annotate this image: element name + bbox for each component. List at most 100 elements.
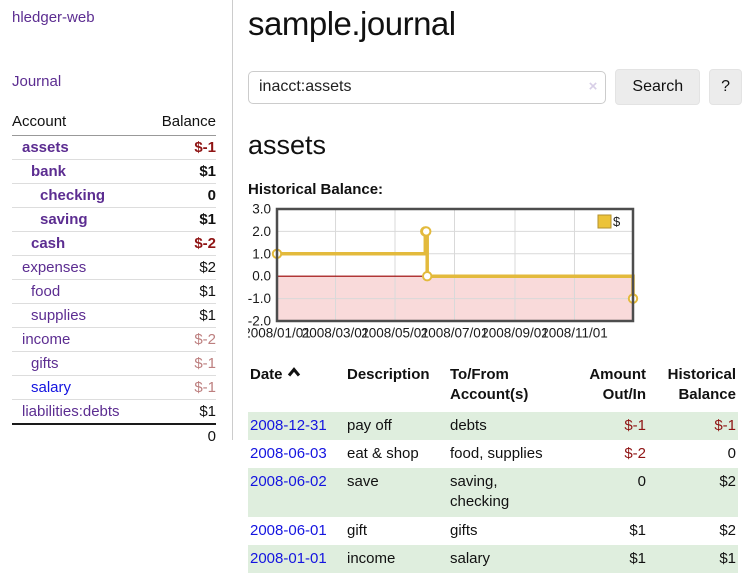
y-tick-label: 3.0: [252, 203, 271, 217]
account-row: assets $-1: [12, 135, 216, 160]
accounts-header-row: Account Balance: [12, 111, 216, 136]
account-row: income $-2: [12, 327, 216, 352]
register-header-balance: Historical Balance: [667, 366, 736, 404]
register-accounts-cell: debts: [450, 416, 487, 434]
y-tick-label: 1.0: [252, 246, 271, 261]
account-link[interactable]: expenses: [22, 259, 87, 276]
account-link[interactable]: gifts: [31, 355, 59, 372]
register-date-link[interactable]: 2008-06-02: [250, 473, 327, 490]
clear-search-icon[interactable]: ×: [588, 77, 598, 95]
register-date-cell: 2008-12-31: [248, 412, 345, 440]
register-amount-cell: $1: [629, 549, 646, 567]
register-date-link[interactable]: 2008-06-01: [250, 521, 327, 539]
accounts-table: Account Balance assets $-1 bank $1 checking 0…: [12, 111, 216, 448]
account-link[interactable]: bank: [31, 163, 67, 180]
register-accounts-cell: saving, checking: [450, 473, 510, 511]
search-input[interactable]: [248, 70, 607, 104]
accounts-header-balance: Balance: [147, 111, 216, 136]
register-amount-cell: $-2: [624, 444, 646, 462]
register-header-description: Description: [347, 366, 430, 383]
account-balance: 0: [147, 183, 216, 208]
register-date-cell: 2008-06-01: [248, 517, 345, 545]
account-row: cash $-2: [12, 231, 216, 256]
sidebar-item-journal[interactable]: Journal: [12, 73, 62, 90]
account-heading: assets: [248, 130, 327, 160]
accounts-header-account: Account: [12, 111, 148, 136]
x-tick-label: 2008/09/01: [481, 326, 549, 341]
register-row: 2008-06-03 eat & shop food, supplies $-2 0: [248, 440, 738, 468]
account-balance: $1: [147, 399, 216, 425]
sidebar: hledger-web Journal Account Balance asse…: [0, 0, 233, 448]
account-link[interactable]: food: [31, 283, 61, 300]
search-box: ×: [248, 70, 607, 104]
accounts-total-value: 0: [147, 423, 216, 448]
x-tick-label: 2008/07/01: [421, 326, 489, 341]
account-link[interactable]: income: [22, 331, 71, 348]
legend-swatch: [597, 214, 612, 229]
x-tick-label: 2008/05/01: [361, 326, 429, 341]
register-description-cell: eat & shop: [347, 444, 419, 462]
chart-svg: 3.0 2.0 1.0 0.0 -1.0 -2.02008/01/012008/03/01…: [243, 202, 639, 341]
account-balance: $-2: [147, 327, 216, 352]
register-date-link[interactable]: 2008-01-01: [250, 549, 327, 567]
register-balance-cell: $2: [719, 473, 736, 490]
account-balance: $1: [147, 279, 216, 304]
register-amount-cell: 0: [637, 473, 646, 490]
y-tick-label: -1.0: [248, 291, 271, 306]
main-content: sample.journal × Search ? assets Histori…: [233, 0, 742, 582]
register-accounts-cell: salary: [450, 549, 491, 567]
accounts-total-spacer: [12, 423, 148, 448]
historical-balance-chart: 3.0 2.0 1.0 0.0 -1.0 -2.0 2008/01/01 2008/03/01…: [243, 202, 742, 350]
register-date-link[interactable]: 2008-12-31: [250, 416, 327, 434]
register-row: 2008-06-01 gift gifts $1 $2: [248, 517, 738, 545]
account-row: expenses $2: [12, 255, 216, 280]
register-table-body: 2008-12-31 pay off debts $-1 $-1 2008-06-03 ea…: [248, 411, 738, 573]
register-date-cell: 2008-01-01: [248, 545, 345, 573]
legend-label: $: [613, 214, 621, 229]
register-date-cell: 2008-06-02: [248, 468, 345, 517]
register-header-accounts: To/From Account(s): [450, 366, 529, 404]
account-link[interactable]: saving: [40, 211, 88, 228]
account-balance: $1: [147, 207, 216, 232]
accounts-total-row: 0: [12, 423, 216, 448]
x-tick-label: 2008/11/01: [541, 326, 608, 341]
register-table: Date Description To/From Account(s) Amou…: [248, 363, 738, 573]
page-title: sample.journal: [248, 5, 456, 42]
account-row: food $1: [12, 279, 216, 304]
search-form: × Search ?: [248, 69, 742, 105]
register-date-cell: 2008-06-03: [248, 440, 345, 468]
account-balance: $-1: [147, 351, 216, 376]
register-balance-cell: $2: [719, 521, 736, 539]
register-balance-cell: 0: [727, 444, 736, 462]
register-description-cell: income: [347, 549, 396, 567]
account-balance: $-1: [147, 375, 216, 400]
account-link[interactable]: checking: [40, 187, 106, 204]
accounts-table-body: assets $-1 bank $1 checking 0 saving $1 cash $-2 e…: [12, 135, 216, 425]
account-balance: $2: [147, 255, 216, 280]
register-accounts-cell: food, supplies: [450, 444, 543, 462]
register-description-cell: gift: [347, 521, 368, 539]
help-button[interactable]: ?: [709, 69, 742, 105]
register-balance-cell: $1: [719, 549, 736, 567]
account-link[interactable]: liabilities:debts: [22, 403, 120, 420]
account-row: checking 0: [12, 183, 216, 208]
account-link[interactable]: assets: [22, 139, 69, 156]
y-tick-label: 0.0: [252, 269, 271, 284]
brand-link[interactable]: hledger-web: [12, 9, 95, 26]
register-header-date-label: Date: [250, 366, 283, 383]
account-row: bank $1: [12, 159, 216, 184]
plot-border: [275, 207, 635, 323]
account-balance: $1: [147, 303, 216, 328]
account-link[interactable]: supplies: [31, 307, 87, 324]
search-button[interactable]: Search: [615, 69, 701, 105]
account-link[interactable]: salary: [31, 379, 72, 396]
sort-ascending-icon: [287, 367, 300, 377]
register-row: 2008-06-02 save saving, checking 0 $2: [248, 468, 738, 517]
register-header-date[interactable]: Date: [248, 363, 345, 412]
account-row: salary $-1: [12, 375, 216, 400]
register-row: 2008-12-31 pay off debts $-1 $-1: [248, 411, 738, 440]
data-point-marker: [421, 226, 432, 237]
register-date-link[interactable]: 2008-06-03: [250, 444, 327, 462]
account-link[interactable]: cash: [31, 235, 66, 252]
y-tick-label: 2.0: [252, 224, 271, 239]
